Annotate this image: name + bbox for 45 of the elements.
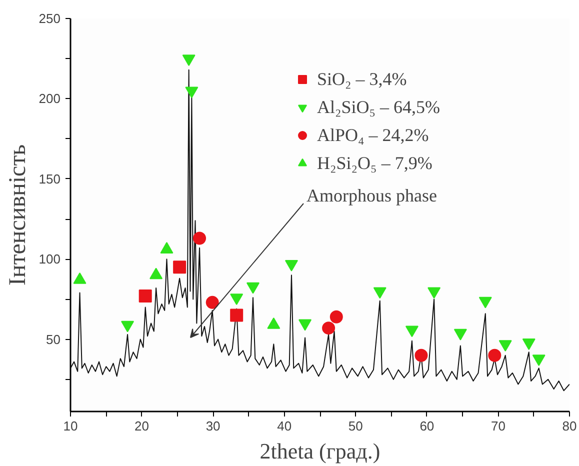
x-axis-title: 2theta (град.) <box>260 438 380 464</box>
point <box>206 296 219 309</box>
point <box>405 326 418 338</box>
legend-label: AlPO₄ – 24,2% <box>317 124 429 147</box>
y-tick-label: 200 <box>38 91 61 106</box>
legend-label: SiO₂ – 3,4% <box>317 68 407 91</box>
x-tick-label: 80 <box>562 418 577 434</box>
point <box>454 328 467 340</box>
point <box>182 54 196 66</box>
point <box>230 308 244 322</box>
point <box>121 320 134 332</box>
point <box>230 294 244 306</box>
point <box>246 282 260 294</box>
y-axis-title: Інтенсивність <box>4 144 31 286</box>
point <box>522 338 536 350</box>
y-tick-label: 50 <box>46 332 61 347</box>
x-tick-label: 30 <box>206 418 220 434</box>
annotation: Amorphous phase <box>306 186 437 206</box>
line-series <box>70 69 570 392</box>
point <box>488 348 502 362</box>
point <box>478 296 492 308</box>
legend-label: H₂Si₂O₅ – 7,9% <box>317 152 432 175</box>
point <box>173 260 186 274</box>
x-tick-label: 70 <box>490 418 506 434</box>
point <box>330 310 343 324</box>
point <box>532 354 546 366</box>
x-tick-label: 40 <box>277 418 292 434</box>
point <box>138 290 152 303</box>
point <box>498 340 512 352</box>
point <box>428 287 441 299</box>
x-tick-label: 60 <box>420 418 434 434</box>
legend-label: Al₂SiO₅ – 64,5% <box>317 96 440 119</box>
y-tick-label: 250 <box>38 11 61 26</box>
point <box>298 319 312 331</box>
point <box>185 86 198 98</box>
x-tick-label: 50 <box>348 418 363 434</box>
point <box>373 287 386 299</box>
y-tick-label: 100 <box>38 252 61 267</box>
point <box>414 348 428 362</box>
point <box>193 232 206 245</box>
point <box>284 260 298 272</box>
x-tick-label: 20 <box>134 418 150 434</box>
y-tick-label: 150 <box>38 171 61 186</box>
point <box>322 322 336 335</box>
x-tick-label: 10 <box>63 418 78 434</box>
